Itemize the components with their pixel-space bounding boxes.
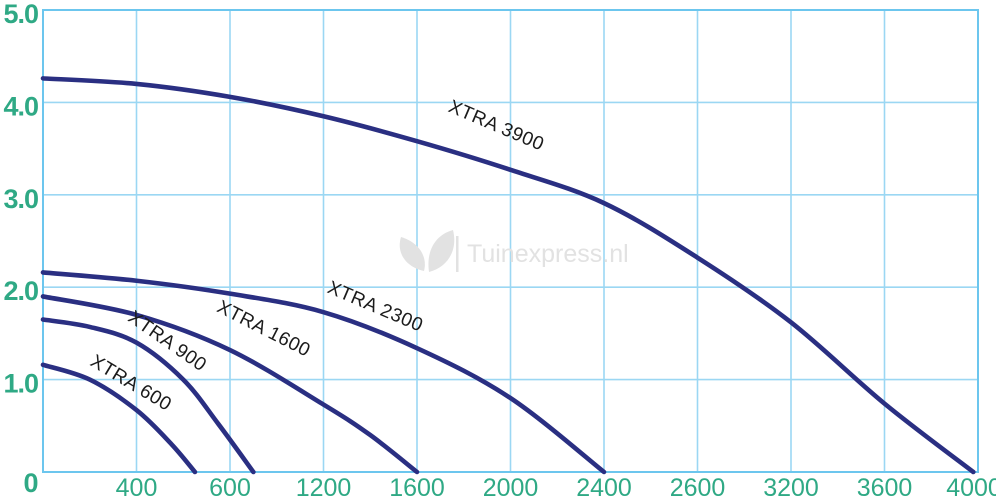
- pump-curve-xtra-900: [40, 317, 256, 475]
- x-tick-label: 1600: [389, 474, 445, 502]
- pump-curve-xtra-3900: [40, 76, 976, 475]
- plot-border: [42, 9, 979, 473]
- x-tick-label: 1200: [296, 474, 352, 502]
- pump-curves: [40, 76, 976, 475]
- leaf-icon: [399, 237, 425, 271]
- y-tick-label: 2.0: [3, 276, 38, 306]
- pump-curve-xtra-1600: [40, 294, 420, 475]
- x-axis-tick-labels: 400 600 1200 1600 2000 2400 2600 3200 3600 4000: [116, 474, 996, 502]
- y-tick-label: 5.0: [3, 0, 38, 29]
- y-tick-label: 1.0: [3, 369, 38, 399]
- curve-label-xtra-2300: XTRA 2300: [324, 277, 426, 336]
- origin-tick-label: 0: [23, 468, 38, 498]
- pump-curve-xtra-600: [40, 362, 198, 475]
- x-tick-label: 2000: [483, 474, 539, 502]
- y-tick-label: 3.0: [3, 184, 38, 214]
- curve-label-xtra-3900: XTRA 3900: [445, 96, 547, 155]
- leaf-icon: [428, 230, 455, 272]
- x-tick-label: 3600: [857, 474, 913, 502]
- y-tick-label: 4.0: [3, 91, 38, 121]
- x-tick-label: 3200: [763, 474, 819, 502]
- watermark: Tuinexpress.nl: [399, 230, 629, 272]
- watermark-text: Tuinexpress.nl: [467, 240, 629, 268]
- x-tick-label: 400: [116, 474, 158, 502]
- x-tick-label: 600: [209, 474, 251, 502]
- x-tick-label: 2400: [576, 474, 632, 502]
- x-tick-label: 2600: [670, 474, 726, 502]
- x-tick-label: 4000: [946, 474, 996, 502]
- y-axis-tick-labels: 5.0 4.0 3.0 2.0 1.0: [3, 0, 39, 399]
- pump-curve-xtra-2300: [40, 270, 607, 475]
- watermark-divider: [456, 236, 459, 272]
